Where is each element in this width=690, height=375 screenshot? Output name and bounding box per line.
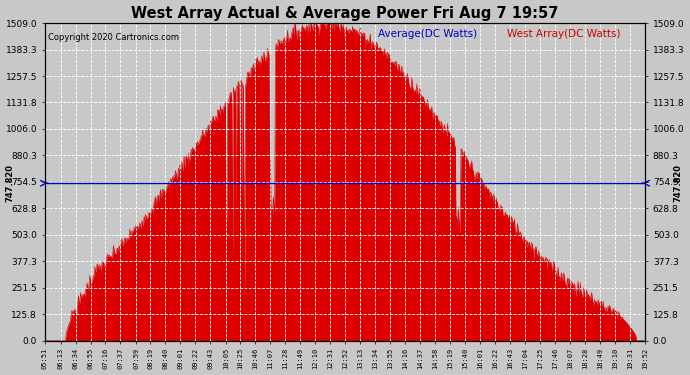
Text: 747.820: 747.820 [673,164,682,202]
Title: West Array Actual & Average Power Fri Aug 7 19:57: West Array Actual & Average Power Fri Au… [131,6,559,21]
Text: Copyright 2020 Cartronics.com: Copyright 2020 Cartronics.com [48,33,179,42]
Text: Average(DC Watts): Average(DC Watts) [378,30,477,39]
Text: West Array(DC Watts): West Array(DC Watts) [507,30,620,39]
Text: 747.820: 747.820 [6,164,14,202]
